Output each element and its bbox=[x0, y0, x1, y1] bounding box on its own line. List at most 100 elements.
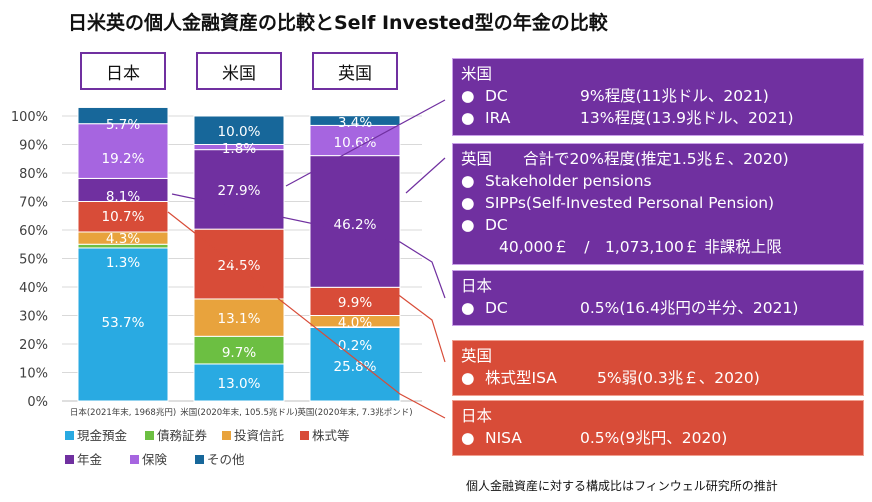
jp-dc-label: DC bbox=[485, 299, 508, 317]
bullet-icon: ● bbox=[461, 194, 475, 212]
data-label: 5.7% bbox=[106, 117, 140, 133]
country-tab-japan: 日本 bbox=[80, 52, 166, 90]
uk-pension-box: 英国 合計で20%程度(推定1.5兆￡、2020) ● Stakeholder … bbox=[452, 143, 864, 265]
bar-segment bbox=[193, 335, 285, 365]
y-tick-label: 50% bbox=[19, 253, 48, 268]
us-ira-value: 13%程度(13.9兆ドル、2021) bbox=[580, 109, 794, 127]
data-label: 27.9% bbox=[218, 183, 261, 199]
y-tick-label: 80% bbox=[19, 167, 48, 182]
data-label: 4.3% bbox=[106, 231, 140, 247]
bar-segment bbox=[77, 106, 169, 125]
y-tick-label: 40% bbox=[19, 281, 48, 296]
bullet-icon: ● bbox=[461, 299, 475, 317]
legend-swatch bbox=[65, 455, 74, 464]
jp-nisa-label: NISA bbox=[485, 429, 522, 447]
footnote: 個人金融資産に対する構成比はフィンウェル研究所の推計 bbox=[466, 479, 778, 493]
bar-segment bbox=[193, 228, 285, 300]
data-label: 9.9% bbox=[338, 295, 372, 311]
us-dc-row: ● DC 9%程度(11兆ドル、2021) bbox=[461, 85, 855, 107]
uk-sipps-label: SIPPs(Self-Invested Personal Pension) bbox=[485, 194, 775, 212]
y-tick-label: 20% bbox=[19, 338, 48, 353]
y-tick-label: 10% bbox=[19, 367, 48, 382]
connector-line bbox=[405, 157, 446, 194]
x-category-label: 米国(2020年末, 105.5兆ドル) bbox=[180, 407, 298, 418]
data-label: 24.5% bbox=[218, 258, 261, 274]
connector-line bbox=[167, 211, 446, 419]
legend-swatch bbox=[145, 431, 154, 440]
data-label: 10.7% bbox=[102, 209, 145, 225]
data-label: 19.2% bbox=[102, 151, 145, 167]
uk-dc-limit: 40,000￡ / 1,073,100￡ 非課税上限 bbox=[499, 238, 782, 256]
bar-segment bbox=[309, 124, 401, 157]
legend-swatch bbox=[130, 455, 139, 464]
uk-dc-label: DC bbox=[485, 216, 508, 234]
data-label: 10.0% bbox=[218, 124, 261, 140]
uk-stakeholder-row: ● Stakeholder pensions bbox=[461, 170, 855, 192]
bar-segment bbox=[193, 115, 285, 145]
bullet-icon: ● bbox=[461, 109, 475, 127]
bar-segment bbox=[309, 115, 401, 126]
data-label: 3.4% bbox=[338, 115, 372, 131]
legend-swatch bbox=[195, 455, 204, 464]
uk-dc-row: ● DC bbox=[461, 214, 855, 236]
connector-line bbox=[391, 289, 446, 363]
legend-label: 現金預金 bbox=[77, 428, 128, 443]
data-label: 46.2% bbox=[334, 217, 377, 233]
jp-nisa-value: 0.5%(9兆円、2020) bbox=[580, 429, 728, 447]
uk-isa-label: 株式型ISA bbox=[485, 369, 557, 387]
legend-label: その他 bbox=[207, 452, 245, 467]
data-label: 25.8% bbox=[334, 359, 377, 375]
jp-nisa-row: ● NISA 0.5%(9兆円、2020) bbox=[461, 427, 855, 449]
page-title: 日米英の個人金融資産の比較とSelf Invested型の年金の比較 bbox=[68, 12, 608, 34]
bullet-icon: ● bbox=[461, 172, 475, 190]
uk-sipps-row: ● SIPPs(Self-Invested Personal Pension) bbox=[461, 192, 855, 214]
us-box-header: 米国 bbox=[461, 65, 493, 83]
jp-dc-value: 0.5%(16.4兆円の半分、2021) bbox=[580, 299, 799, 317]
jp-box-header: 日本 bbox=[461, 277, 493, 295]
data-label: 53.7% bbox=[102, 315, 145, 331]
uk-isa-header: 英国 bbox=[461, 347, 493, 365]
country-tab-us: 米国 bbox=[196, 52, 282, 90]
legend-label: 保険 bbox=[142, 452, 168, 467]
legend-label: 投資信託 bbox=[234, 428, 285, 443]
country-tab-uk: 英国 bbox=[312, 52, 398, 90]
us-pension-box: 米国 ● DC 9%程度(11兆ドル、2021) ● IRA 13%程度(13.… bbox=[452, 58, 864, 136]
uk-box-header-row: 英国 合計で20%程度(推定1.5兆￡、2020) bbox=[461, 148, 855, 170]
uk-box-header: 英国 bbox=[461, 150, 493, 168]
connector-line bbox=[171, 193, 446, 299]
legend-swatch bbox=[300, 431, 309, 440]
legend-label: 債務証券 bbox=[157, 428, 208, 443]
y-tick-label: 60% bbox=[19, 224, 48, 239]
bullet-icon: ● bbox=[461, 369, 475, 387]
data-label: 13.1% bbox=[218, 311, 261, 327]
bullet-icon: ● bbox=[461, 87, 475, 105]
connector-line bbox=[285, 99, 446, 187]
bar-segment bbox=[77, 201, 169, 233]
y-tick-label: 0% bbox=[27, 395, 48, 410]
y-tick-label: 70% bbox=[19, 196, 48, 211]
us-dc-value: 9%程度(11兆ドル、2021) bbox=[580, 87, 769, 105]
data-label: 1.8% bbox=[222, 141, 256, 157]
jp-dc-row: ● DC 0.5%(16.4兆円の半分、2021) bbox=[461, 297, 855, 319]
uk-isa-row: ● 株式型ISA 5%弱(0.3兆￡、2020) bbox=[461, 367, 855, 389]
y-tick-label: 90% bbox=[19, 139, 48, 154]
jp-dc-box: 日本 ● DC 0.5%(16.4兆円の半分、2021) bbox=[452, 270, 864, 326]
legend-swatch bbox=[65, 431, 74, 440]
data-label: 8.1% bbox=[106, 189, 140, 205]
bar-segment bbox=[77, 247, 169, 402]
x-category-label: 英国(2020年末, 7.3兆ポンド) bbox=[297, 407, 412, 418]
legend-label: 株式等 bbox=[312, 428, 350, 443]
data-label: 4.0% bbox=[338, 315, 372, 331]
jp-nisa-box: 日本 ● NISA 0.5%(9兆円、2020) bbox=[452, 400, 864, 456]
data-label: 0.2% bbox=[338, 338, 372, 354]
bar-segment bbox=[309, 326, 401, 402]
legend-swatch bbox=[222, 431, 231, 440]
bar-segment bbox=[193, 149, 285, 230]
data-label: 9.7% bbox=[222, 345, 256, 361]
bullet-icon: ● bbox=[461, 429, 475, 447]
jp-nisa-header: 日本 bbox=[461, 407, 493, 425]
data-label: 10.6% bbox=[334, 135, 377, 151]
y-tick-label: 30% bbox=[19, 310, 48, 325]
uk-stakeholder-label: Stakeholder pensions bbox=[485, 172, 652, 190]
